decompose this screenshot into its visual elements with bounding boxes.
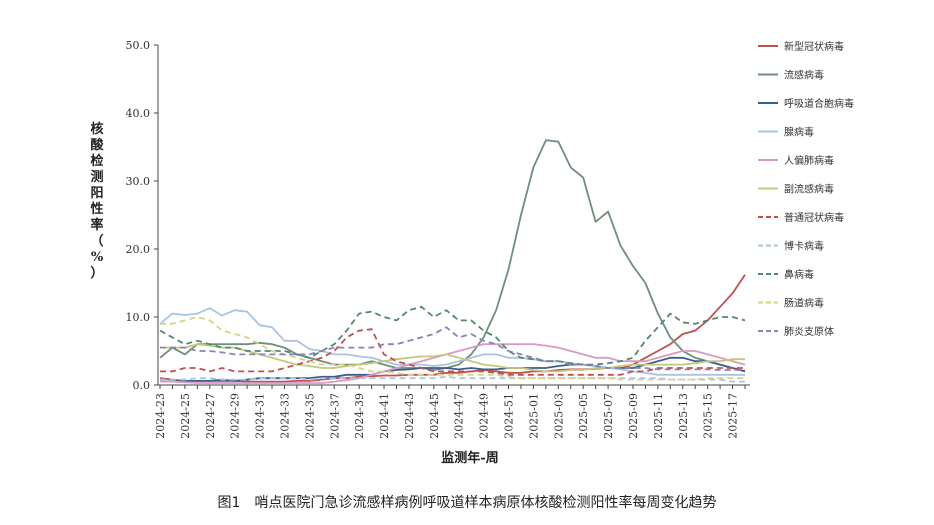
legend-label: 呼吸道合胞病毒 xyxy=(784,97,854,110)
series-line-6 xyxy=(160,328,745,376)
y-tick-label: 0.0 xyxy=(133,379,151,392)
legend-label: 普通冠状病毒 xyxy=(784,211,844,224)
legend-label: 肠道病毒 xyxy=(784,297,824,310)
x-tick-label: 2025-05 xyxy=(577,393,590,439)
y-tick-label: 40.0 xyxy=(126,107,151,120)
x-tick-label: 2024-35 xyxy=(303,393,316,439)
plot-lines xyxy=(159,139,746,384)
x-tick-label: 2025-01 xyxy=(527,393,540,439)
x-tick-label: 2025-15 xyxy=(702,393,715,439)
y-tick-label: 30.0 xyxy=(126,175,151,188)
y-tick-label: 20.0 xyxy=(126,243,151,256)
y-axis-title-text: 核酸检测阳性率（%） xyxy=(90,121,104,281)
x-tick-label: 2025-11 xyxy=(652,393,665,439)
x-tick-label: 2024-25 xyxy=(179,393,192,439)
legend-label: 肺炎支原体 xyxy=(784,326,834,338)
legend-label: 人偏肺病毒 xyxy=(784,154,834,167)
x-tick-label: 2024-41 xyxy=(378,393,391,439)
legend-label: 鼻病毒 xyxy=(784,268,814,281)
x-tick-label: 2025-17 xyxy=(727,393,740,439)
legend-label: 流感病毒 xyxy=(784,69,824,82)
series-line-3 xyxy=(159,307,745,376)
x-tick-label: 2024-23 xyxy=(154,393,167,439)
x-tick-label: 2025-03 xyxy=(552,393,565,439)
x-tick-label: 2024-37 xyxy=(328,393,341,439)
figure-caption: 图1 哨点医院门急诊流感样病例呼吸道样本病原体核酸检测阳性率每周变化趋势 xyxy=(217,495,717,511)
y-axis-title: 核酸检测阳性率（%） xyxy=(90,121,104,281)
x-tick-label: 2024-47 xyxy=(453,393,466,439)
y-ticks: 0.0 10.0 20.0 30.0 40.0 50.0 xyxy=(126,39,158,392)
series-line-7 xyxy=(160,375,745,383)
x-tick-label: 2024-43 xyxy=(403,393,416,439)
series-line-10 xyxy=(160,326,745,371)
x-tick-label: 2024-51 xyxy=(503,393,516,439)
legend-label: 博卡病毒 xyxy=(784,240,824,253)
y-tick-label: 10.0 xyxy=(126,311,151,324)
x-tick-label: 2025-13 xyxy=(677,393,690,439)
series-line-4 xyxy=(160,343,746,384)
x-tick-label: 2024-33 xyxy=(278,393,291,439)
legend-label: 新型冠状病毒 xyxy=(784,40,844,53)
x-tick-label: 2024-31 xyxy=(254,393,267,439)
series-line-9 xyxy=(160,316,745,381)
series-line-8 xyxy=(159,305,746,366)
x-ticks: 2024-23 2024-25 2024-27 2024-29 2024-31 2024-… xyxy=(154,385,746,439)
x-axis-title: 监测年-周 xyxy=(441,450,498,466)
x-tick-label: 2025-09 xyxy=(627,393,640,439)
x-tick-label: 2024-45 xyxy=(428,393,441,439)
series-line-1 xyxy=(159,139,746,373)
x-tick-label: 2025-07 xyxy=(602,393,615,439)
legend: 新型冠状病毒流感病毒呼吸道合胞病毒腺病毒人偏肺病毒副流感病毒普通冠状病毒博卡病毒… xyxy=(758,40,854,338)
x-tick-label: 2024-39 xyxy=(353,393,366,439)
legend-label: 腺病毒 xyxy=(784,126,814,139)
series-line-0 xyxy=(159,274,746,383)
series-line-5 xyxy=(160,343,745,373)
x-tick-label: 2024-27 xyxy=(204,393,217,439)
axes xyxy=(157,45,750,386)
legend-label: 副流感病毒 xyxy=(784,183,834,196)
y-tick-label: 50.0 xyxy=(126,39,151,52)
x-tick-label: 2024-29 xyxy=(229,393,242,439)
x-tick-label: 2024-49 xyxy=(478,393,491,439)
